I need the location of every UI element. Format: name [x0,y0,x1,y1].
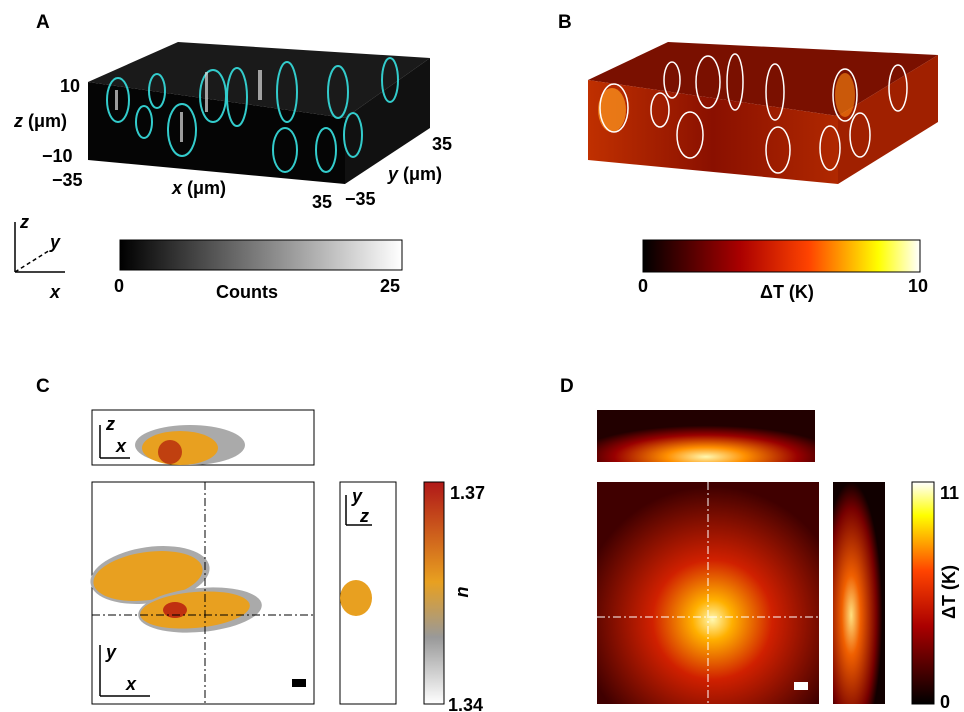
colorbar-max: 1.37 [450,483,485,503]
label-part: (μm) [187,178,226,198]
figure: A 10 z (μm) −10 −35 x (μm) 35 −35 y (μm)… [0,0,964,712]
axis-label: z (μm) [13,111,67,131]
colorbar-max: 11 [940,483,959,503]
hot-spot [835,73,855,117]
y-tick-label: 35 [432,134,452,154]
xz-view [597,410,815,462]
panel-letter: D [560,376,574,397]
triad-label: y [49,232,61,252]
triad-label: x [125,674,137,694]
triad-label: x [115,436,127,456]
colorbar-label: ΔT (K) [939,565,959,619]
x-tick-label: 35 [312,192,332,212]
triad-label: z [105,414,115,434]
panel-letter: A [36,12,50,33]
triad-label: y [105,642,117,662]
triad-label: z [19,212,29,232]
colorbar-label: ΔT (K) [760,282,814,302]
colorbar-min: 0 [940,692,950,712]
colorbar-min: 0 [638,276,648,296]
colorbar-min: 0 [114,276,124,296]
axis-label: y (μm) [387,164,442,184]
colorbar [912,482,934,704]
colorbar-label: n [452,587,472,598]
x-tick-label: −35 [52,170,83,190]
cell-nucleus [163,602,187,618]
label-part: (μm) [403,164,442,184]
colorbar-max: 10 [908,276,928,296]
axis-label: x (μm) [171,178,226,198]
y-tick-label: −35 [345,189,376,209]
label-part: y [387,164,399,184]
z-tick-label: −10 [42,146,73,166]
colorbar [120,240,402,270]
label-part: (μm) [28,111,67,131]
scale-bar [794,682,808,690]
colorbar [424,482,444,704]
cell-projection [158,440,182,464]
colorbar [643,240,920,272]
label-part: z [13,111,23,131]
cell-projection [340,580,372,616]
panel-letter: C [36,376,50,397]
panel-letter: B [558,12,572,33]
triad-label: x [49,282,61,302]
z-tick-label: 10 [60,76,80,96]
yz-view [833,482,885,704]
colorbar-label: Counts [216,282,278,302]
colorbar-max: 25 [380,276,400,296]
colorbar-min: 1.34 [448,695,483,712]
triad-label: y [351,486,363,506]
scale-bar [292,679,306,687]
triad-label: z [359,506,369,526]
label-part: x [171,178,183,198]
